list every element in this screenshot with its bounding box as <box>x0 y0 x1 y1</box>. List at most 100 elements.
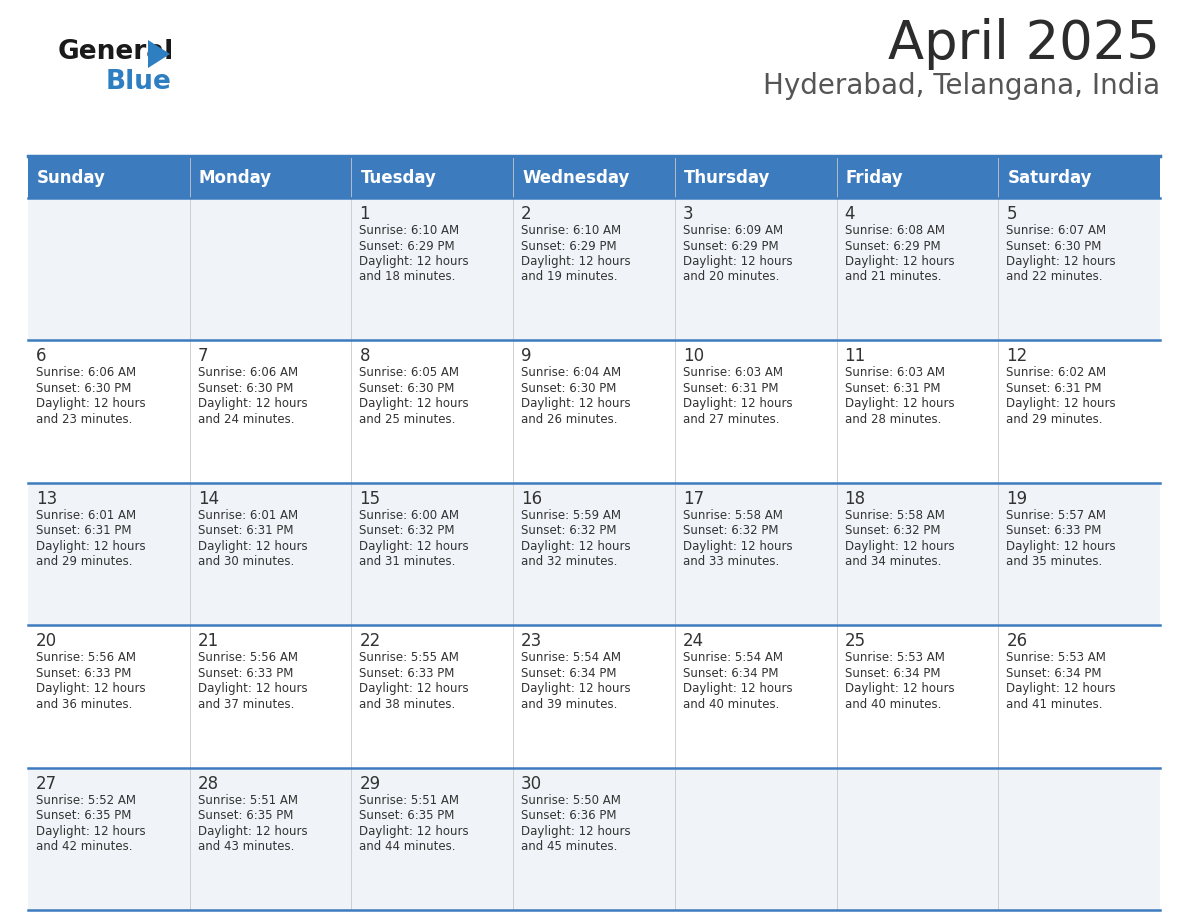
Bar <box>836 625 998 767</box>
Bar <box>675 483 836 625</box>
Text: 30: 30 <box>522 775 542 792</box>
Text: Daylight: 12 hours: Daylight: 12 hours <box>360 824 469 837</box>
Bar <box>513 483 675 625</box>
Text: 16: 16 <box>522 490 542 508</box>
Text: Daylight: 12 hours: Daylight: 12 hours <box>197 824 308 837</box>
Text: 7: 7 <box>197 347 208 365</box>
Text: and 26 minutes.: and 26 minutes. <box>522 413 618 426</box>
Text: Hyderabad, Telangana, India: Hyderabad, Telangana, India <box>763 72 1159 100</box>
Text: Sunset: 6:35 PM: Sunset: 6:35 PM <box>197 809 293 823</box>
Text: Sunset: 6:33 PM: Sunset: 6:33 PM <box>1006 524 1101 537</box>
Text: and 34 minutes.: and 34 minutes. <box>845 555 941 568</box>
Text: and 38 minutes.: and 38 minutes. <box>360 698 456 711</box>
Text: and 43 minutes.: and 43 minutes. <box>197 840 295 853</box>
Bar <box>998 767 1159 910</box>
Text: Daylight: 12 hours: Daylight: 12 hours <box>845 540 954 553</box>
Text: 28: 28 <box>197 775 219 792</box>
Bar <box>836 341 998 483</box>
Text: Tuesday: Tuesday <box>360 169 436 187</box>
Text: and 29 minutes.: and 29 minutes. <box>36 555 133 568</box>
Text: Sunrise: 6:10 AM: Sunrise: 6:10 AM <box>360 224 460 237</box>
Text: Sunrise: 6:06 AM: Sunrise: 6:06 AM <box>36 366 137 379</box>
Text: Daylight: 12 hours: Daylight: 12 hours <box>683 397 792 410</box>
Text: 14: 14 <box>197 490 219 508</box>
Text: and 35 minutes.: and 35 minutes. <box>1006 555 1102 568</box>
Text: 6: 6 <box>36 347 46 365</box>
Bar <box>29 198 190 341</box>
Text: Sunrise: 5:51 AM: Sunrise: 5:51 AM <box>360 793 460 807</box>
Text: Sunset: 6:33 PM: Sunset: 6:33 PM <box>360 666 455 679</box>
Text: 13: 13 <box>36 490 57 508</box>
Text: Friday: Friday <box>846 169 903 187</box>
Text: 23: 23 <box>522 633 543 650</box>
Polygon shape <box>148 40 170 68</box>
Text: Sunrise: 6:00 AM: Sunrise: 6:00 AM <box>360 509 460 521</box>
Text: Daylight: 12 hours: Daylight: 12 hours <box>36 540 146 553</box>
Text: 26: 26 <box>1006 633 1028 650</box>
Text: and 18 minutes.: and 18 minutes. <box>360 271 456 284</box>
Text: Sunset: 6:35 PM: Sunset: 6:35 PM <box>360 809 455 823</box>
Text: Sunset: 6:30 PM: Sunset: 6:30 PM <box>522 382 617 395</box>
Text: Sunset: 6:31 PM: Sunset: 6:31 PM <box>36 524 132 537</box>
Bar <box>675 198 836 341</box>
Bar <box>352 625 513 767</box>
Text: Daylight: 12 hours: Daylight: 12 hours <box>1006 540 1116 553</box>
Text: Sunset: 6:30 PM: Sunset: 6:30 PM <box>36 382 132 395</box>
Text: Daylight: 12 hours: Daylight: 12 hours <box>1006 682 1116 695</box>
Bar <box>675 767 836 910</box>
Bar <box>352 198 513 341</box>
Bar <box>675 625 836 767</box>
Text: Daylight: 12 hours: Daylight: 12 hours <box>845 255 954 268</box>
Text: and 33 minutes.: and 33 minutes. <box>683 555 779 568</box>
Text: Sunrise: 6:03 AM: Sunrise: 6:03 AM <box>845 366 944 379</box>
Bar <box>190 625 352 767</box>
Text: Daylight: 12 hours: Daylight: 12 hours <box>522 397 631 410</box>
Text: Daylight: 12 hours: Daylight: 12 hours <box>360 397 469 410</box>
Text: Daylight: 12 hours: Daylight: 12 hours <box>845 682 954 695</box>
Text: Sunrise: 6:02 AM: Sunrise: 6:02 AM <box>1006 366 1106 379</box>
Text: and 30 minutes.: and 30 minutes. <box>197 555 293 568</box>
Text: 29: 29 <box>360 775 380 792</box>
Text: 18: 18 <box>845 490 866 508</box>
Text: Sunset: 6:30 PM: Sunset: 6:30 PM <box>360 382 455 395</box>
Text: Sunrise: 5:50 AM: Sunrise: 5:50 AM <box>522 793 621 807</box>
Text: 20: 20 <box>36 633 57 650</box>
Bar <box>836 198 998 341</box>
Text: Daylight: 12 hours: Daylight: 12 hours <box>36 397 146 410</box>
Text: Daylight: 12 hours: Daylight: 12 hours <box>845 397 954 410</box>
Bar <box>190 198 352 341</box>
Text: and 32 minutes.: and 32 minutes. <box>522 555 618 568</box>
Text: Sunset: 6:35 PM: Sunset: 6:35 PM <box>36 809 132 823</box>
Text: and 42 minutes.: and 42 minutes. <box>36 840 133 853</box>
Text: Sunset: 6:34 PM: Sunset: 6:34 PM <box>522 666 617 679</box>
Text: 8: 8 <box>360 347 369 365</box>
Text: 27: 27 <box>36 775 57 792</box>
Text: Sunset: 6:34 PM: Sunset: 6:34 PM <box>683 666 778 679</box>
Text: Sunset: 6:30 PM: Sunset: 6:30 PM <box>1006 240 1101 252</box>
Text: Daylight: 12 hours: Daylight: 12 hours <box>522 682 631 695</box>
Bar <box>513 767 675 910</box>
Bar <box>998 625 1159 767</box>
Bar <box>352 483 513 625</box>
Text: and 31 minutes.: and 31 minutes. <box>360 555 456 568</box>
Text: 21: 21 <box>197 633 219 650</box>
Text: Sunset: 6:29 PM: Sunset: 6:29 PM <box>683 240 778 252</box>
Text: and 41 minutes.: and 41 minutes. <box>1006 698 1102 711</box>
Text: Daylight: 12 hours: Daylight: 12 hours <box>683 255 792 268</box>
Bar <box>513 625 675 767</box>
Text: Sunrise: 5:54 AM: Sunrise: 5:54 AM <box>522 651 621 665</box>
Text: 25: 25 <box>845 633 866 650</box>
Bar <box>998 198 1159 341</box>
Bar <box>352 158 513 198</box>
Text: and 28 minutes.: and 28 minutes. <box>845 413 941 426</box>
Text: Daylight: 12 hours: Daylight: 12 hours <box>360 540 469 553</box>
Text: Daylight: 12 hours: Daylight: 12 hours <box>683 540 792 553</box>
Text: 9: 9 <box>522 347 532 365</box>
Text: Daylight: 12 hours: Daylight: 12 hours <box>197 682 308 695</box>
Text: Blue: Blue <box>106 69 172 95</box>
Text: Sunrise: 5:53 AM: Sunrise: 5:53 AM <box>845 651 944 665</box>
Text: Sunrise: 6:05 AM: Sunrise: 6:05 AM <box>360 366 460 379</box>
Text: Sunset: 6:36 PM: Sunset: 6:36 PM <box>522 809 617 823</box>
Text: and 37 minutes.: and 37 minutes. <box>197 698 295 711</box>
Bar <box>190 341 352 483</box>
